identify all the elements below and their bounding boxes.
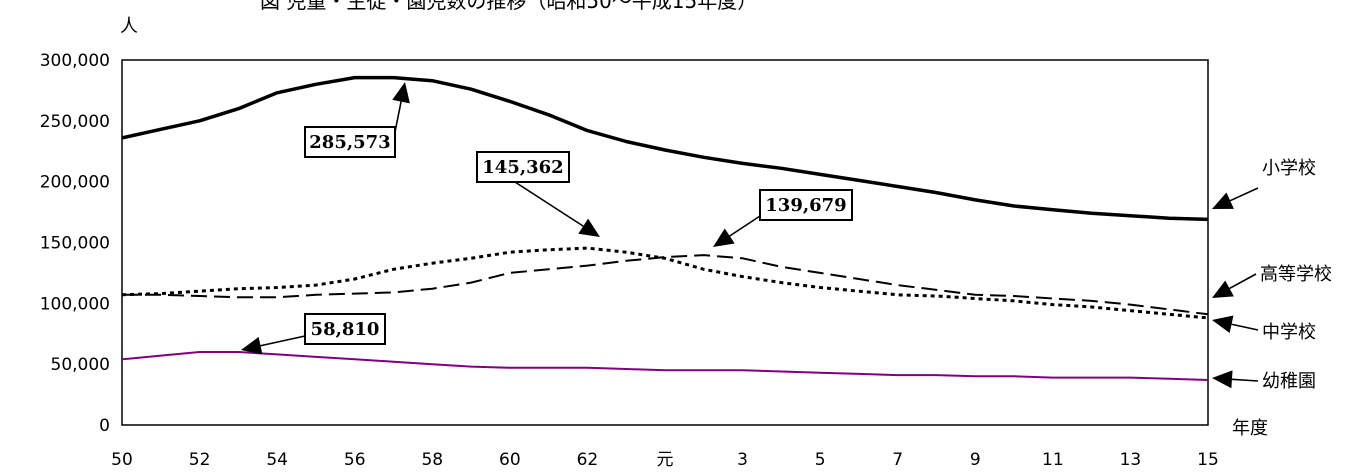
x-tick-label: 50 <box>111 450 133 468</box>
y-tick-label: 100,000 <box>40 294 110 314</box>
series-line-kindergarten <box>121 351 1209 381</box>
series-layer <box>121 75 1209 381</box>
callout-arrow <box>713 215 761 247</box>
x-tick-label: 58 <box>421 450 443 468</box>
series-line-high-school <box>122 254 1209 316</box>
data-label: 145,362 <box>482 157 563 178</box>
x-tick-label: 13 <box>1120 450 1142 468</box>
y-tick-label: 200,000 <box>40 173 110 193</box>
x-tick-label: 元 <box>657 450 674 468</box>
callout-layer: 285,573 145,362 139,679 58,810 <box>241 82 853 355</box>
x-tick-label: 54 <box>266 450 288 468</box>
series-label-arrow <box>1212 370 1259 389</box>
series-label-high-school: 高等学校 <box>1260 264 1332 285</box>
x-tick-label: 52 <box>189 450 211 468</box>
callout-box <box>759 189 853 221</box>
series-label-elementary: 小学校 <box>1262 158 1316 179</box>
x-axis: 50 52 54 56 58 60 62 元 3 5 7 9 11 13 15 <box>111 450 1219 470</box>
series-label-junior-high: 中学校 <box>1262 322 1316 343</box>
series-label-arrow <box>1212 273 1257 298</box>
y-tick-label: 300,000 <box>40 51 110 71</box>
callout-box <box>304 313 386 345</box>
callout-arrow <box>241 335 306 355</box>
x-axis-unit: 年度 <box>1232 418 1268 439</box>
series-label-kindergarten: 幼稚園 <box>1262 371 1316 392</box>
y-tick-label: 250,000 <box>40 112 110 132</box>
x-tick-label: 3 <box>737 450 748 468</box>
plot-frame <box>121 59 1209 426</box>
y-axis: 0 50,000 100,000 150,000 200,000 250,000 300,0… <box>40 51 110 436</box>
x-tick-label: 11 <box>1042 450 1064 468</box>
callout-box <box>476 151 570 183</box>
x-tick-label: 15 <box>1197 450 1219 468</box>
y-tick-label: 50,000 <box>51 355 110 375</box>
x-tick-label: 5 <box>815 450 826 468</box>
series-line-elementary <box>121 75 1209 222</box>
series-label-arrow <box>1212 315 1259 334</box>
callout-box <box>304 126 396 158</box>
y-tick-label: 150,000 <box>40 234 110 254</box>
x-tick-label: 9 <box>970 450 981 468</box>
x-tick-label: 60 <box>499 450 521 468</box>
callout-arrow <box>514 181 600 237</box>
x-tick-label: 62 <box>577 450 599 468</box>
data-label: 139,679 <box>765 195 846 216</box>
series-line-junior-high <box>121 246 1209 320</box>
callout-arrow <box>392 82 410 133</box>
x-tick-label: 7 <box>892 450 903 468</box>
data-label: 285,573 <box>309 132 390 153</box>
x-tick-label: 56 <box>344 450 366 468</box>
series-label-arrow <box>1212 187 1259 209</box>
chart-title: 図 児童・生徒・園児数の推移（昭和50〜平成15年度） <box>260 0 757 13</box>
y-axis-unit: 人 <box>120 16 138 37</box>
data-label: 58,810 <box>311 319 380 340</box>
y-tick-label: 0 <box>99 416 110 436</box>
